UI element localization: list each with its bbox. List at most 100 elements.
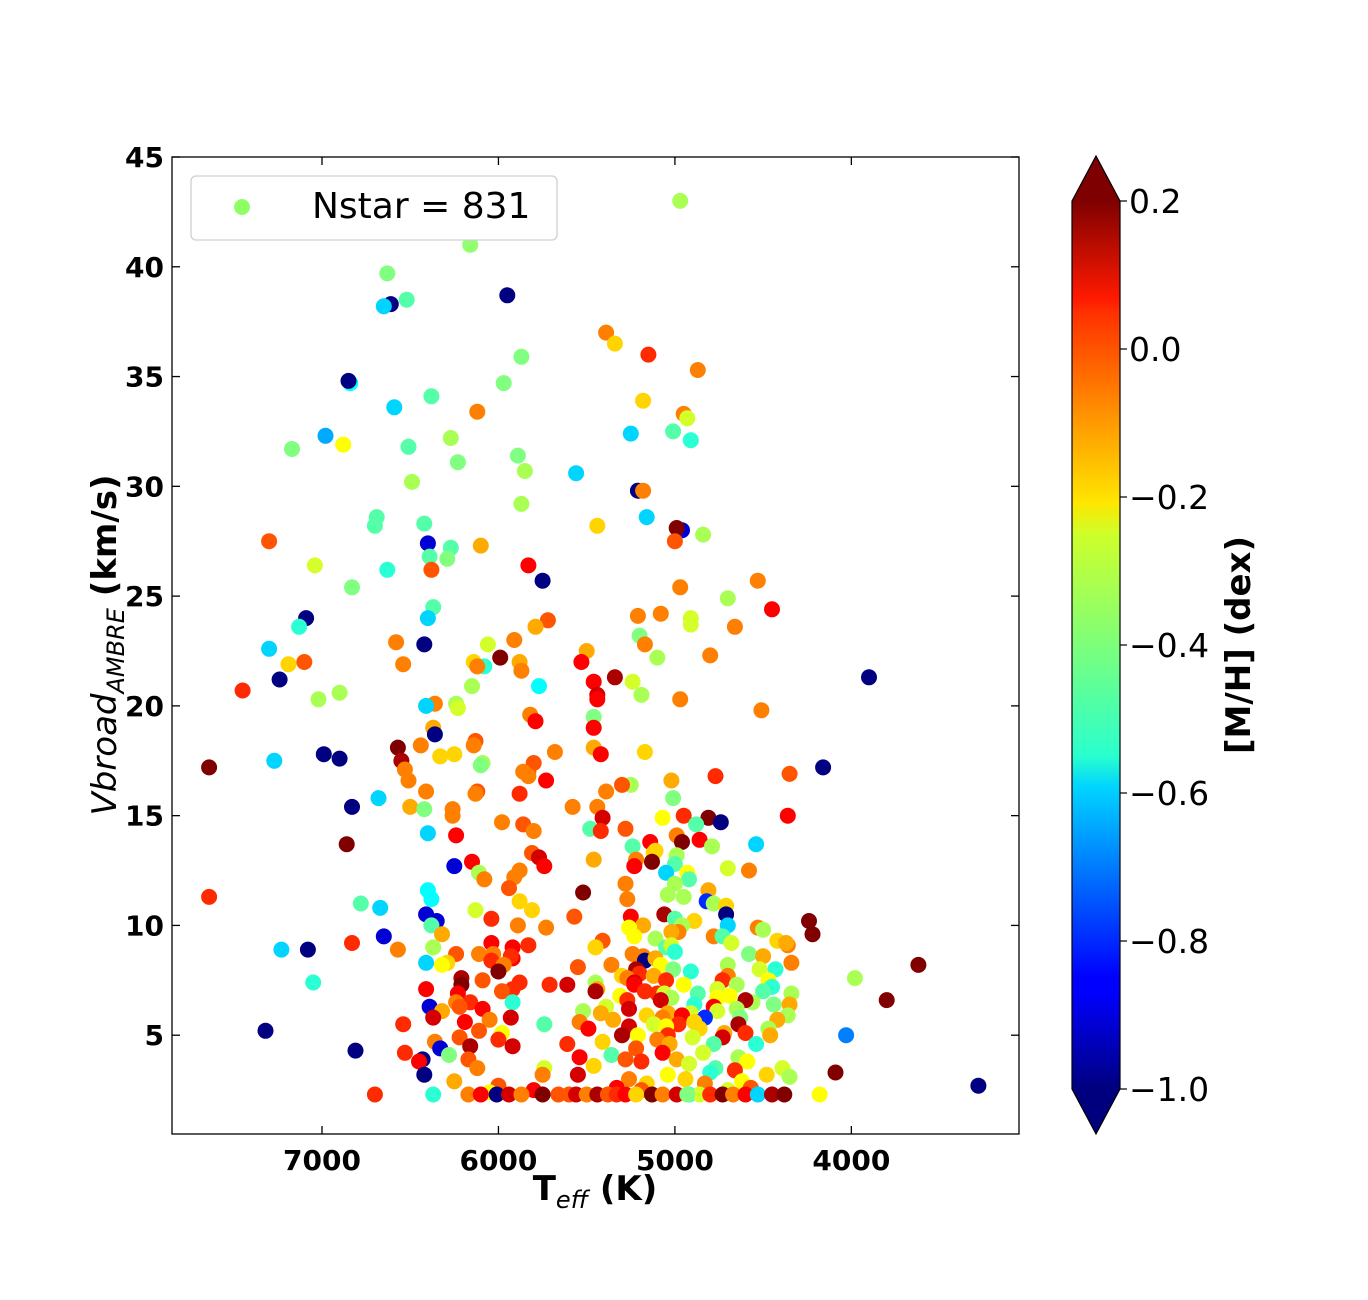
data-point: [647, 930, 664, 947]
data-point: [338, 836, 355, 853]
colorbar-tick-label: −1.0: [1129, 1070, 1209, 1109]
data-point: [439, 550, 456, 567]
x-axis-ticks: 7000 6000 5000 4000: [283, 157, 890, 1177]
data-point: [335, 436, 352, 453]
data-point: [379, 561, 396, 578]
data-point: [559, 1036, 576, 1052]
data-point: [280, 656, 297, 673]
data-point: [635, 917, 652, 934]
data-point: [665, 790, 682, 807]
data-point: [638, 509, 655, 526]
data-point: [490, 963, 507, 980]
data-point: [434, 926, 450, 943]
data-point: [571, 1049, 588, 1066]
data-point: [626, 928, 643, 945]
data-point: [702, 1086, 719, 1103]
data-point: [513, 495, 530, 512]
data-point: [640, 346, 657, 363]
data-point: [741, 946, 757, 962]
data-point: [524, 902, 540, 919]
data-point: [652, 992, 669, 1009]
data-point: [707, 768, 724, 785]
data-point: [704, 838, 720, 855]
data-point: [748, 836, 765, 853]
data-point: [686, 913, 703, 929]
colorbar-ticks: 0.2 0.0 −0.2 −0.4 −0.6 −0.8 −1.0: [1120, 182, 1209, 1109]
data-point: [675, 888, 692, 905]
data-point: [622, 425, 639, 442]
data-point: [749, 572, 766, 589]
data-point: [441, 1047, 457, 1063]
data-point: [472, 1086, 489, 1103]
colorbar-tick-label: −0.2: [1129, 478, 1209, 517]
data-point: [672, 579, 689, 596]
data-point: [681, 871, 697, 888]
x-tick-label: 4000: [812, 1144, 890, 1177]
y-tick-label: 15: [125, 800, 164, 833]
data-point: [421, 548, 438, 565]
data-point: [467, 785, 484, 802]
data-point: [388, 634, 405, 651]
data-point: [474, 972, 491, 989]
data-point: [755, 983, 772, 1000]
data-point: [636, 983, 653, 1000]
data-point: [513, 348, 530, 365]
data-point: [550, 1086, 567, 1103]
data-point: [395, 656, 412, 673]
data-point: [490, 1031, 507, 1048]
colorbar: 0.2 0.0 −0.2 −0.4 −0.6 −0.8 −1.0 [M/H] (dex): [1071, 154, 1259, 1136]
x-tick-label: 7000: [283, 1144, 361, 1177]
data-point: [712, 814, 729, 831]
data-point: [672, 192, 689, 209]
data-point: [520, 768, 537, 785]
y-tick-label: 45: [125, 141, 164, 174]
data-point: [423, 561, 440, 578]
data-point: [635, 482, 652, 499]
data-point: [509, 917, 526, 934]
data-point: [675, 976, 692, 993]
data-point: [395, 1016, 412, 1033]
data-point: [645, 967, 662, 984]
data-point: [492, 649, 509, 666]
y-axis-title-unit: (km/s): [85, 474, 125, 608]
data-point: [755, 921, 772, 938]
data-point: [344, 579, 360, 596]
data-point: [598, 783, 615, 800]
data-point: [635, 392, 652, 409]
data-point: [315, 746, 332, 763]
data-point: [472, 757, 489, 774]
data-point: [636, 636, 653, 653]
data-point: [511, 893, 528, 910]
data-point: [644, 853, 660, 870]
data-point: [511, 785, 528, 802]
data-point: [633, 1053, 650, 1070]
x-tick-label: 5000: [636, 1144, 714, 1177]
y-tick-label: 20: [125, 690, 164, 723]
data-point: [846, 970, 863, 987]
data-point: [827, 1064, 844, 1081]
data-point: [598, 324, 615, 341]
data-point: [400, 772, 417, 789]
data-point: [659, 1066, 676, 1083]
data-point: [764, 601, 780, 618]
data-point: [679, 410, 696, 427]
data-point: [344, 798, 360, 815]
data-point: [585, 673, 602, 690]
data-point: [585, 1057, 602, 1074]
data-point: [587, 939, 604, 956]
plot-area: [172, 157, 1019, 1134]
data-point: [636, 744, 653, 760]
data-point: [580, 1020, 597, 1037]
data-point: [366, 517, 383, 534]
data-point: [352, 895, 369, 912]
data-point: [781, 765, 798, 782]
data-point: [467, 902, 484, 919]
colorbar-title: [M/H] (dex): [1219, 536, 1259, 754]
data-point: [469, 403, 486, 420]
data-point: [592, 1005, 609, 1022]
data-point: [779, 807, 796, 824]
data-point: [815, 759, 832, 776]
data-point: [469, 658, 486, 675]
data-point: [546, 744, 563, 760]
